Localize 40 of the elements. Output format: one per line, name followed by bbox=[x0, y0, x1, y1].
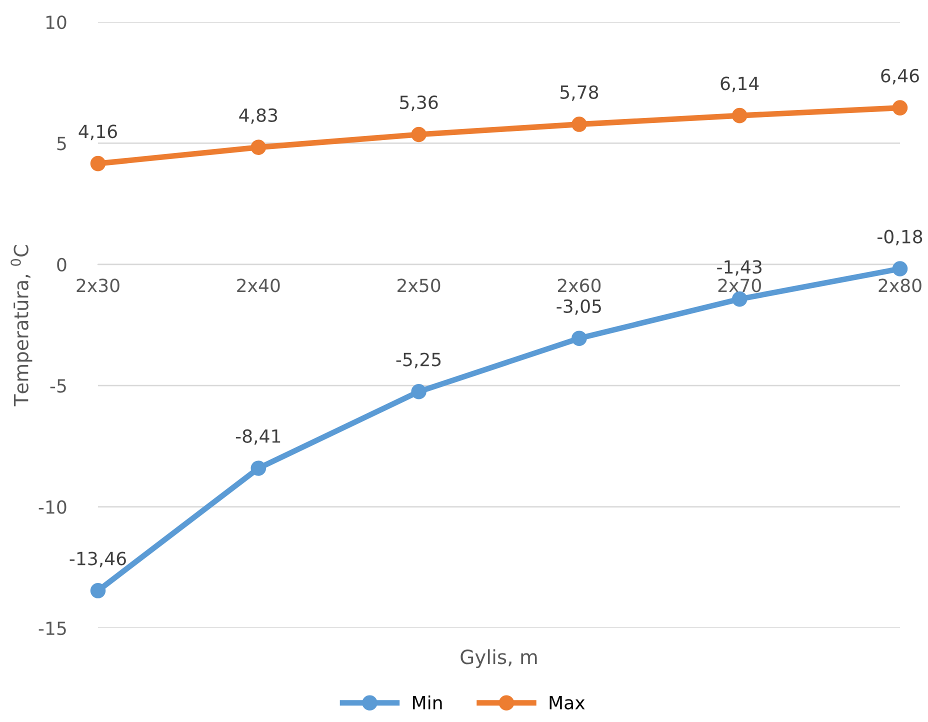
data-label: -8,41 bbox=[236, 429, 280, 445]
data-label: -5,25 bbox=[396, 352, 441, 368]
point bbox=[892, 100, 908, 116]
point bbox=[411, 384, 426, 400]
data-label: -13,46 bbox=[70, 552, 126, 568]
data-label: 6,46 bbox=[881, 68, 919, 84]
point bbox=[250, 460, 266, 476]
data-label: 4,16 bbox=[78, 124, 117, 140]
data-label: 4,83 bbox=[239, 108, 278, 124]
x-tick-label: 2x50 bbox=[398, 278, 440, 292]
point bbox=[90, 156, 106, 172]
y-tick-label: -15 bbox=[38, 622, 66, 636]
legend-label: Max bbox=[550, 696, 585, 710]
y-tick-label: 10 bbox=[46, 15, 66, 30]
point bbox=[572, 116, 587, 132]
point bbox=[732, 108, 748, 124]
data-label: -0,18 bbox=[878, 230, 922, 246]
point bbox=[90, 583, 106, 598]
y-tick-label: -10 bbox=[38, 500, 66, 514]
point bbox=[411, 126, 426, 142]
x-tick-label: 2x30 bbox=[76, 278, 120, 292]
x-tick-label: 2x40 bbox=[237, 278, 280, 292]
data-label: 5,36 bbox=[400, 96, 438, 111]
data-label: -3,05 bbox=[556, 299, 601, 315]
y-tick-label: 0 bbox=[57, 258, 66, 272]
point bbox=[732, 291, 748, 307]
data-label: -1,43 bbox=[717, 260, 762, 276]
y-tick-label: -5 bbox=[50, 379, 66, 393]
y-axis-title: Temperatūra, $^{0}$C bbox=[10, 245, 32, 406]
data-label: 5,78 bbox=[560, 85, 598, 101]
y-tick-label: 5 bbox=[57, 136, 66, 150]
point bbox=[572, 330, 587, 346]
legend-label: Min bbox=[413, 695, 442, 710]
point bbox=[892, 261, 908, 276]
point bbox=[250, 140, 266, 155]
x-tick-label: 2x70 bbox=[718, 278, 761, 292]
x-tick-label: 2x60 bbox=[558, 278, 601, 292]
x-tick-label: 2x80 bbox=[878, 278, 922, 292]
data-label: 6,14 bbox=[720, 76, 759, 92]
x-axis-title: Gylis, m bbox=[460, 649, 537, 668]
